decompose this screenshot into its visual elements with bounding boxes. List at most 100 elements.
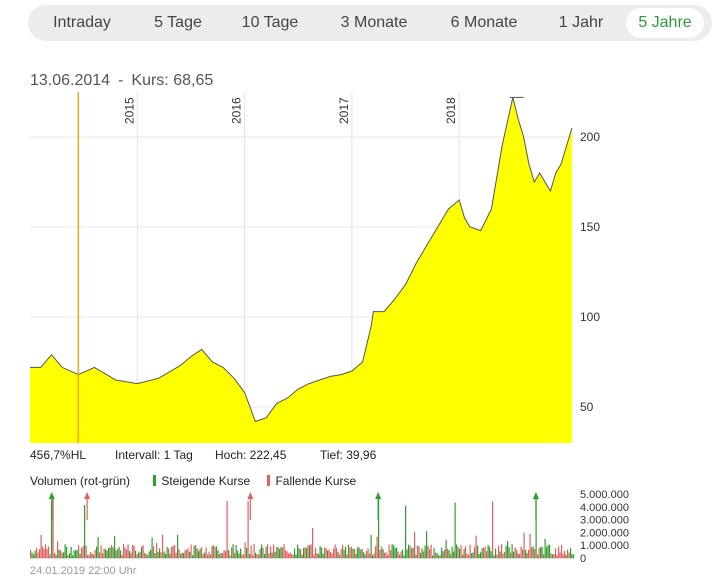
volume-bar	[471, 553, 473, 558]
volume-bar	[196, 548, 198, 558]
volume-bar	[328, 549, 330, 558]
volume-bar	[166, 546, 168, 558]
volume-bar	[280, 546, 282, 558]
volume-bar	[49, 554, 51, 558]
volume-bar	[384, 552, 386, 558]
volume-bar	[571, 554, 573, 558]
volume-bar	[370, 535, 372, 558]
volume-bar	[157, 551, 159, 558]
volume-bar	[85, 545, 87, 558]
volume-bar	[292, 554, 294, 558]
tab-10-tage[interactable]: 10 Tage	[241, 14, 299, 31]
tab-3-monate[interactable]: 3 Monate	[340, 14, 408, 31]
volume-bar	[109, 547, 111, 558]
volume-bar	[301, 554, 303, 558]
volume-bar	[444, 549, 446, 558]
volume-bar	[457, 546, 459, 558]
volume-bar	[297, 544, 299, 558]
tab-5-tage[interactable]: 5 Tage	[154, 14, 202, 31]
volume-bar	[270, 546, 272, 558]
volume-bar	[346, 554, 348, 558]
volume-bar	[489, 546, 491, 558]
volume-bar	[481, 548, 483, 558]
volume-bar	[324, 547, 326, 558]
volume-bar	[252, 555, 254, 558]
volume-bar	[237, 550, 239, 558]
cursor-date: 13.06.2014	[30, 72, 111, 89]
volume-bar	[141, 546, 143, 558]
volume-bar	[145, 554, 147, 558]
volume-bar	[393, 544, 395, 558]
volume-tick: 4.000.000	[580, 502, 629, 514]
volume-bar	[222, 553, 224, 558]
volume-bar	[436, 552, 438, 558]
volume-bar	[334, 544, 336, 558]
volume-bar	[556, 555, 558, 558]
volume-bar	[105, 549, 107, 558]
volume-bar	[420, 552, 422, 558]
volume-bar	[307, 545, 309, 558]
volume-bar	[550, 553, 552, 558]
volume-bar	[513, 551, 515, 558]
volume-bar	[58, 549, 60, 558]
volume-bar	[90, 552, 92, 558]
volume-bar	[315, 547, 317, 558]
volume-bar	[517, 553, 519, 558]
volume-bar	[475, 535, 477, 558]
volume-bar	[117, 549, 119, 558]
volume-bar	[348, 544, 350, 558]
volume-bar	[72, 555, 74, 558]
volume-bar	[258, 554, 260, 558]
volume-bar	[463, 548, 465, 558]
volume-bar	[459, 548, 461, 558]
tab-6-monate[interactable]: 6 Monate	[450, 14, 518, 31]
volume-bar	[372, 555, 374, 558]
volume-bar	[235, 545, 237, 558]
volume-bar	[205, 547, 207, 558]
volume-bar	[369, 553, 371, 558]
volume-tick: 1.000.000	[580, 540, 629, 552]
volume-bar	[192, 555, 194, 558]
volume-bar	[282, 547, 284, 558]
volume-bar	[321, 547, 323, 558]
volume-bar	[241, 554, 243, 558]
volume-bar	[375, 546, 377, 558]
falling-label: Fallende Kurse	[275, 474, 357, 488]
tab-intraday[interactable]: Intraday	[53, 14, 111, 31]
volume-bar	[156, 543, 158, 558]
volume-bar	[388, 544, 390, 558]
volume-bar	[45, 544, 47, 558]
volume-bar	[238, 553, 240, 558]
volume-bar	[417, 545, 419, 558]
volume-bar	[547, 544, 549, 558]
volume-bar	[496, 554, 498, 558]
volume-bar	[342, 544, 344, 558]
volume-bar	[354, 548, 356, 558]
volume-bar	[541, 547, 543, 558]
volume-bar	[195, 544, 197, 558]
volume-bar	[492, 501, 494, 558]
volume-bar	[148, 551, 150, 558]
volume-bar	[213, 545, 215, 558]
volume-bar	[540, 547, 542, 558]
volume-bar	[555, 548, 557, 558]
tab-1-jahr[interactable]: 1 Jahr	[558, 14, 604, 31]
volume-bar	[298, 548, 300, 558]
volume-bar	[73, 550, 75, 558]
volume-bar	[561, 544, 563, 558]
volume-bar	[558, 546, 560, 558]
volume-bar	[30, 549, 32, 558]
volume-bar	[327, 550, 329, 558]
volume-bar	[408, 544, 410, 558]
volume-bar	[483, 547, 485, 558]
volume-bar	[487, 545, 489, 558]
volume-bar	[508, 547, 510, 558]
volume-bar	[103, 548, 105, 558]
tab-5-jahre[interactable]: 5 Jahre	[626, 8, 704, 38]
volume-bar	[70, 546, 72, 558]
volume-bar	[396, 547, 398, 558]
volume-bar	[172, 545, 174, 558]
volume-bar	[64, 544, 66, 558]
volume-bar	[310, 544, 312, 558]
